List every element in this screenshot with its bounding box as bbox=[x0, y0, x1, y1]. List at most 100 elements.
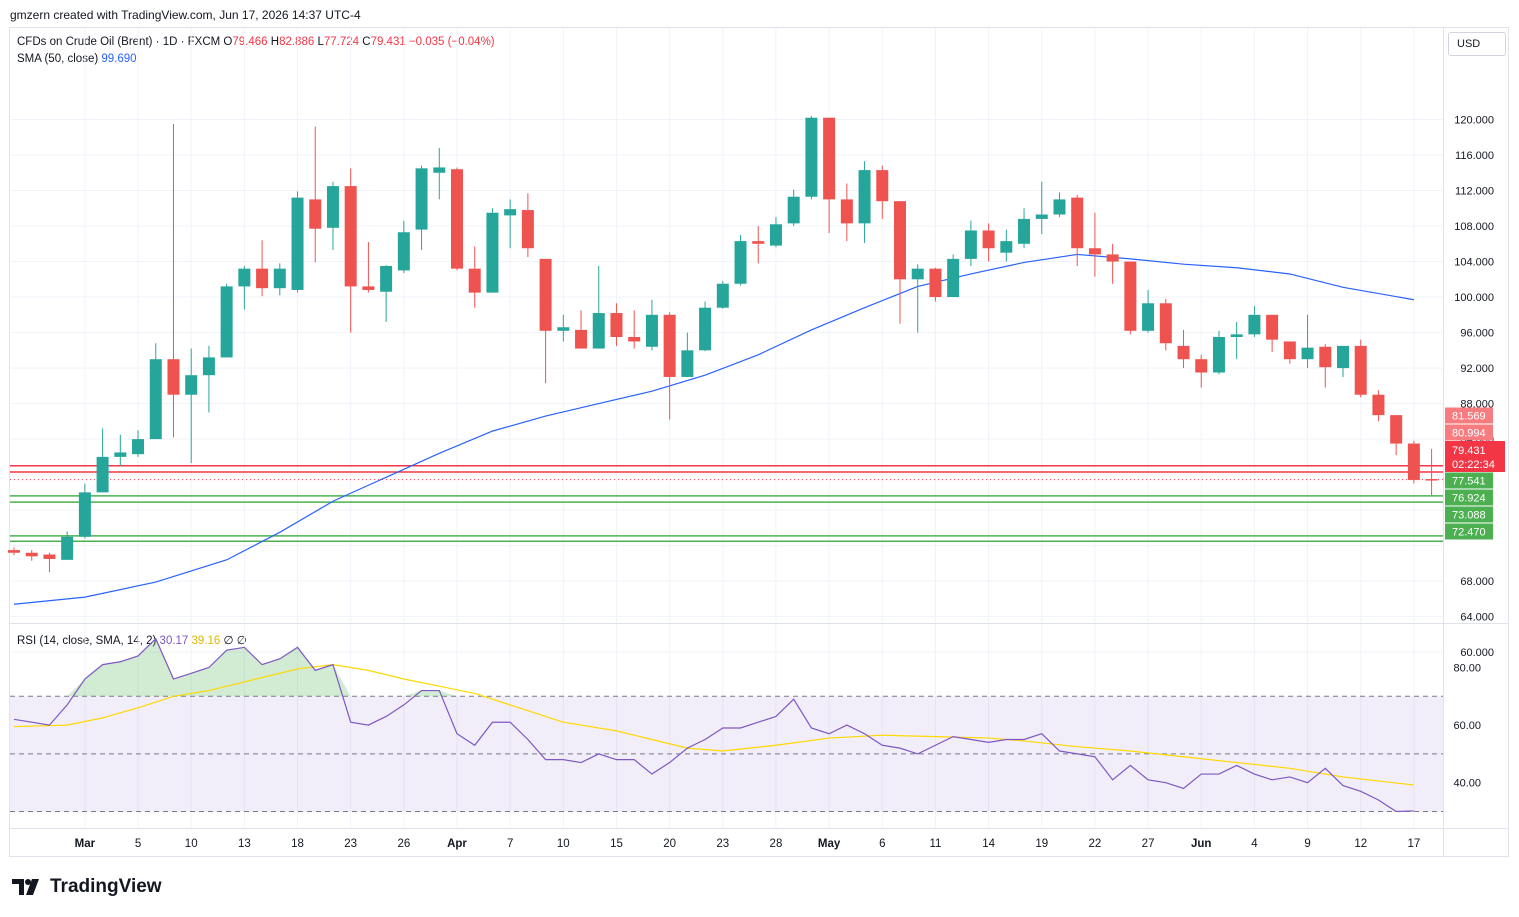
time-tick-label: 7 bbox=[507, 838, 513, 850]
candle-body bbox=[1018, 218, 1031, 244]
price-tick-label: 104.000 bbox=[1454, 257, 1494, 269]
candle-body bbox=[326, 186, 339, 228]
time-tick-label: 15 bbox=[610, 838, 623, 850]
level-price-text: 73.088 bbox=[1452, 510, 1486, 522]
level-price-tag bbox=[1445, 424, 1493, 441]
candle-body bbox=[929, 268, 942, 298]
time-tick-label: 10 bbox=[185, 838, 198, 850]
time-tick-label: 9 bbox=[1304, 838, 1310, 850]
candle-body bbox=[1177, 345, 1190, 360]
rsi-pane bbox=[13, 637, 1414, 813]
time-tick-label: 12 bbox=[1354, 838, 1367, 850]
open-value: 79.466 bbox=[232, 36, 268, 48]
candles bbox=[8, 115, 1438, 573]
candle-body bbox=[1425, 479, 1438, 481]
price-tick-label: 120.000 bbox=[1454, 115, 1494, 127]
candle-body bbox=[1000, 241, 1013, 253]
currency-selector[interactable]: USD bbox=[1448, 32, 1506, 56]
change-value: −0.035 (−0.04%) bbox=[408, 36, 495, 48]
candle-body bbox=[468, 268, 481, 293]
price-tick-label: 108.000 bbox=[1454, 221, 1494, 233]
rsi-tick-label: 40.00 bbox=[1453, 778, 1481, 790]
candle-body bbox=[716, 283, 729, 308]
time-tick-label: 18 bbox=[291, 838, 304, 850]
rsi-overbought-fill bbox=[403, 690, 457, 697]
candle-body bbox=[1301, 347, 1314, 360]
candle-body bbox=[1248, 314, 1261, 335]
time-tick-label: Mar bbox=[75, 838, 96, 850]
rsi-tick-label: 80.00 bbox=[1453, 663, 1481, 675]
sma-path bbox=[13, 253, 1414, 605]
candle-body bbox=[1212, 337, 1225, 373]
candle-body bbox=[362, 286, 375, 290]
price-tick-label: 92.000 bbox=[1460, 363, 1494, 375]
candle-body bbox=[1230, 334, 1243, 338]
candle-body bbox=[645, 314, 658, 347]
candle-body bbox=[433, 167, 446, 173]
time-tick-label: 6 bbox=[879, 838, 885, 850]
time-tick-label: 4 bbox=[1251, 838, 1258, 850]
candle-body bbox=[380, 265, 393, 292]
rsi-ma-value: 39.16 bbox=[191, 635, 221, 647]
time-tick-label: 23 bbox=[716, 838, 729, 850]
candle-body bbox=[1319, 346, 1332, 368]
candle-body bbox=[752, 241, 765, 244]
candle-body bbox=[1053, 199, 1066, 215]
time-tick-label: 23 bbox=[344, 838, 357, 850]
candle-body bbox=[291, 197, 304, 290]
candle-body bbox=[894, 201, 906, 280]
close-label: C bbox=[362, 36, 371, 48]
tradingview-logo[interactable]: TradingView bbox=[12, 876, 162, 898]
candle-body bbox=[575, 329, 588, 349]
bar-countdown-text: 02:22:34 bbox=[1452, 459, 1495, 471]
candle-body bbox=[628, 337, 641, 342]
candle-body bbox=[238, 268, 251, 287]
candle-body bbox=[947, 258, 960, 298]
rsi-extra: ∅ ∅ bbox=[223, 635, 247, 647]
time-tick-label: May bbox=[818, 838, 841, 850]
level-price-tag bbox=[1445, 506, 1493, 523]
time-tick-label: 5 bbox=[135, 838, 141, 850]
price-tick-label: 68.000 bbox=[1460, 576, 1494, 588]
candle-body bbox=[805, 117, 818, 197]
sma-label: SMA (50, close) bbox=[17, 53, 99, 65]
level-price-text: 72.470 bbox=[1452, 527, 1486, 539]
candle-body bbox=[1390, 415, 1403, 444]
grid bbox=[10, 28, 1508, 856]
time-tick-label: 22 bbox=[1089, 838, 1102, 850]
candle-body bbox=[840, 199, 853, 224]
time-tick-label: 11 bbox=[929, 838, 941, 850]
candle-body bbox=[769, 224, 782, 246]
sma-legend[interactable]: SMA (50, close) 99.690 bbox=[17, 53, 137, 65]
time-tick-label: 26 bbox=[397, 838, 410, 850]
candle-body bbox=[504, 209, 517, 216]
time-tick-label: 10 bbox=[557, 838, 570, 850]
low-label: L bbox=[317, 36, 324, 48]
candle-body bbox=[1337, 345, 1349, 369]
time-tick-label: Jun bbox=[1191, 838, 1211, 850]
candle-body bbox=[344, 186, 357, 287]
candle-body bbox=[167, 359, 180, 395]
price-tick-label: 116.000 bbox=[1455, 150, 1494, 162]
rsi-bands bbox=[10, 695, 1443, 812]
last-price-text: 79.431 bbox=[1452, 445, 1486, 457]
candle-body bbox=[663, 314, 676, 377]
rsi-legend[interactable]: RSI (14, close, SMA, 14, 2) 30.17 39.16 … bbox=[17, 633, 247, 647]
candle-body bbox=[114, 452, 127, 457]
level-price-tag bbox=[1445, 489, 1493, 506]
time-tick-label: 28 bbox=[770, 838, 783, 850]
currency-label: USD bbox=[1457, 38, 1481, 50]
candle-body bbox=[78, 492, 91, 537]
high-value: 82.886 bbox=[279, 36, 315, 48]
level-price-tag bbox=[1445, 472, 1493, 489]
candle-body bbox=[1159, 303, 1172, 344]
price-tick-label: 112.000 bbox=[1455, 186, 1494, 198]
candle-body bbox=[256, 268, 269, 289]
level-price-text: 80.994 bbox=[1452, 428, 1486, 440]
level-price-tag bbox=[1445, 523, 1493, 540]
time-axis: Mar 5 10 13 18 23 26 Apr 7 10 15 20 23 28 May 6 11 14 19 22… bbox=[75, 838, 1421, 850]
symbol-legend[interactable]: CFDs on Crude Oil (Brent) · 1D · FXCM O7… bbox=[17, 36, 495, 48]
level-price-text: 81.569 bbox=[1452, 411, 1486, 423]
level-lines bbox=[10, 464, 1443, 542]
